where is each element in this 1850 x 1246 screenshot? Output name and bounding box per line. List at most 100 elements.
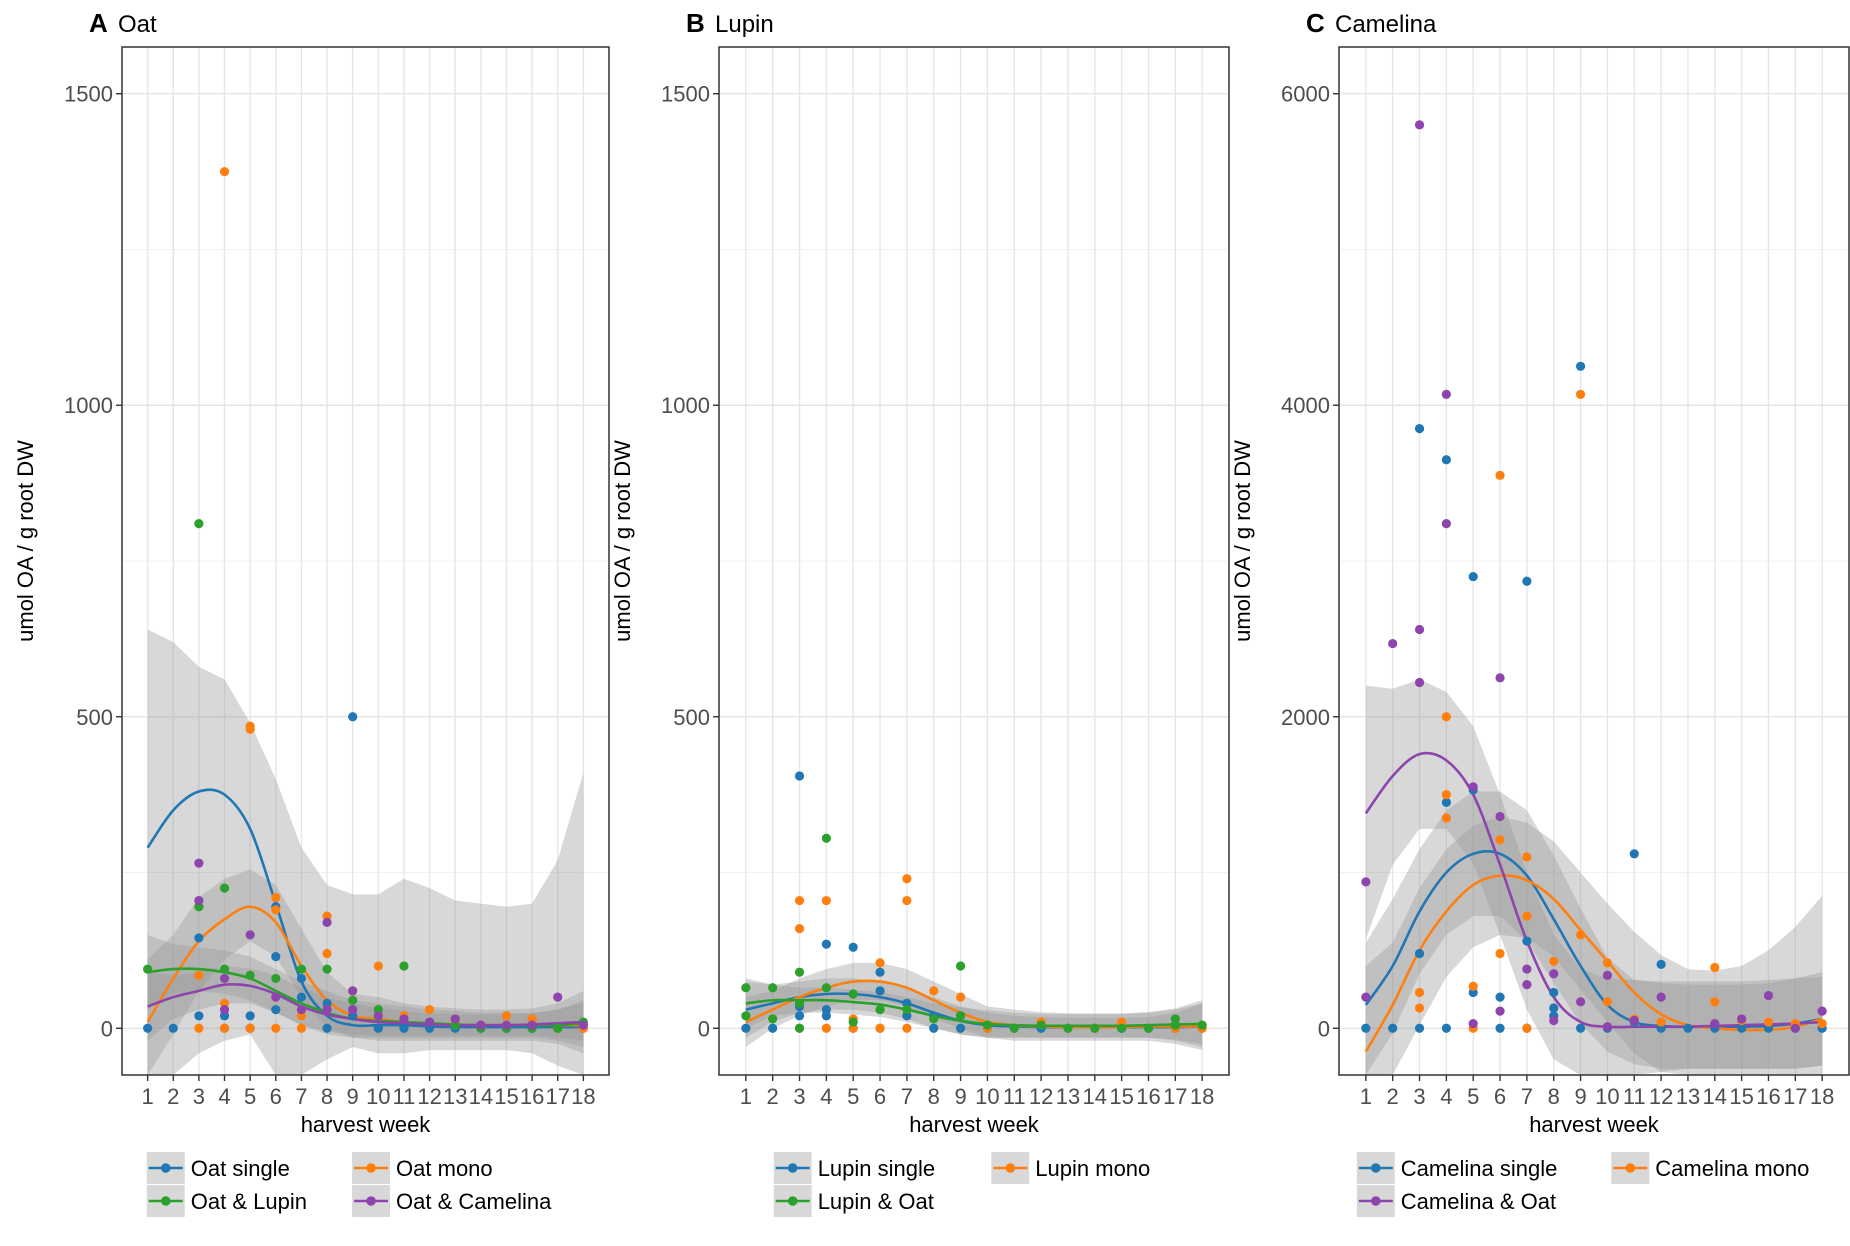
x-tick-label: 8 bbox=[1548, 1084, 1560, 1109]
y-axis-label: umol OA / g root DW bbox=[1230, 440, 1255, 642]
y-tick-label: 1000 bbox=[64, 393, 113, 418]
data-point-camelina-mono bbox=[1602, 997, 1613, 1007]
data-point-lupin-oat bbox=[794, 998, 805, 1008]
data-point-camelina-oat bbox=[1549, 1015, 1559, 1026]
panel-letter: B bbox=[686, 8, 705, 38]
x-tick-label: 16 bbox=[1756, 1084, 1780, 1109]
x-tick-label: 16 bbox=[1136, 1084, 1160, 1109]
data-point-camelina-single bbox=[1468, 571, 1478, 582]
panel-title: Lupin bbox=[715, 11, 774, 38]
data-point-oat-camelina bbox=[322, 917, 332, 927]
x-tick-label: 18 bbox=[1810, 1084, 1834, 1109]
data-point-camelina-oat bbox=[1575, 997, 1586, 1007]
x-tick-label: 12 bbox=[1649, 1084, 1673, 1109]
data-point-oat-lupin bbox=[553, 1023, 563, 1033]
data-point-lupin-single bbox=[875, 986, 885, 996]
data-point-lupin-single bbox=[848, 942, 858, 952]
data-point-lupin-oat bbox=[794, 1023, 805, 1033]
x-axis-label: harvest week bbox=[1529, 1112, 1660, 1137]
data-point-oat-mono bbox=[245, 1023, 255, 1033]
data-point-camelina-oat bbox=[1388, 638, 1398, 649]
x-tick-label: 6 bbox=[874, 1084, 886, 1109]
y-axis-label: umol OA / g root DW bbox=[610, 440, 635, 642]
data-point-camelina-oat bbox=[1763, 990, 1774, 1001]
data-point-lupin-mono bbox=[902, 895, 912, 906]
data-point-oat-mono bbox=[501, 1011, 512, 1021]
data-point-camelina-single bbox=[1441, 455, 1451, 465]
x-tick-label: 14 bbox=[1703, 1084, 1727, 1109]
legend-label: Lupin & Oat bbox=[818, 1189, 934, 1214]
data-point-lupin-mono bbox=[929, 986, 939, 996]
data-point-oat-single bbox=[143, 1023, 153, 1033]
data-point-camelina-mono bbox=[1414, 987, 1425, 998]
legend-label: Camelina & Oat bbox=[1401, 1189, 1556, 1214]
data-point-camelina-single bbox=[1549, 1003, 1559, 1013]
data-point-camelina-oat bbox=[1710, 1019, 1720, 1029]
data-point-lupin-mono bbox=[875, 958, 885, 968]
panel-title: Camelina bbox=[1335, 11, 1437, 38]
data-point-lupin-oat bbox=[955, 961, 966, 971]
y-tick-label: 0 bbox=[698, 1016, 710, 1041]
data-point-oat-mono bbox=[271, 905, 281, 915]
data-point-lupin-oat bbox=[1143, 1023, 1154, 1033]
data-point-lupin-single bbox=[821, 1011, 831, 1021]
x-tick-label: 9 bbox=[954, 1084, 966, 1109]
data-point-oat-camelina bbox=[553, 992, 563, 1002]
legend-key-point bbox=[1371, 1196, 1381, 1206]
data-point-lupin-oat bbox=[741, 983, 751, 993]
x-tick-label: 1 bbox=[142, 1084, 154, 1109]
data-point-oat-mono bbox=[219, 167, 230, 177]
data-point-oat-single bbox=[348, 712, 358, 722]
data-point-oat-single bbox=[296, 992, 307, 1002]
x-tick-label: 10 bbox=[1595, 1084, 1619, 1109]
data-point-lupin-oat bbox=[1009, 1023, 1019, 1033]
legend-key-point bbox=[787, 1196, 798, 1206]
data-point-oat-mono bbox=[219, 1023, 230, 1033]
x-tick-label: 5 bbox=[244, 1084, 256, 1109]
data-point-camelina-oat bbox=[1495, 1006, 1505, 1016]
x-tick-label: 11 bbox=[1003, 1084, 1026, 1109]
data-point-lupin-single bbox=[741, 1023, 751, 1033]
x-tick-label: 6 bbox=[1494, 1084, 1506, 1109]
data-point-camelina-single bbox=[1441, 797, 1451, 808]
data-point-oat-camelina bbox=[271, 992, 281, 1002]
data-point-camelina-oat bbox=[1361, 877, 1371, 887]
x-tick-label: 17 bbox=[545, 1084, 569, 1109]
data-point-lupin-single bbox=[929, 1023, 939, 1033]
data-point-oat-single bbox=[271, 1004, 281, 1015]
data-point-lupin-mono bbox=[902, 1023, 912, 1033]
data-point-camelina-oat bbox=[1549, 969, 1559, 979]
data-point-camelina-mono bbox=[1441, 813, 1451, 823]
data-point-lupin-oat bbox=[1063, 1023, 1073, 1033]
y-tick-label: 2000 bbox=[1281, 705, 1330, 730]
x-tick-label: 1 bbox=[740, 1084, 752, 1109]
x-tick-label: 5 bbox=[847, 1084, 859, 1109]
data-point-camelina-oat bbox=[1495, 811, 1505, 822]
x-tick-label: 13 bbox=[1056, 1084, 1080, 1109]
data-point-oat-camelina bbox=[194, 895, 204, 906]
data-point-lupin-single bbox=[821, 939, 831, 949]
x-tick-label: 9 bbox=[1574, 1084, 1586, 1109]
x-tick-label: 10 bbox=[366, 1084, 390, 1109]
data-point-lupin-oat bbox=[821, 833, 831, 843]
data-point-oat-single bbox=[296, 973, 307, 984]
data-point-lupin-single bbox=[955, 1023, 966, 1033]
data-point-camelina-mono bbox=[1817, 1019, 1827, 1029]
data-point-lupin-mono bbox=[821, 895, 831, 906]
data-point-oat-camelina bbox=[194, 858, 204, 868]
data-point-camelina-oat bbox=[1441, 389, 1451, 399]
data-point-oat-single bbox=[194, 1011, 204, 1021]
plot-frame bbox=[121, 46, 610, 1076]
x-tick-label: 8 bbox=[321, 1084, 333, 1109]
x-tick-label: 2 bbox=[167, 1084, 179, 1109]
x-tick-label: 17 bbox=[1783, 1084, 1807, 1109]
data-point-camelina-oat bbox=[1817, 1006, 1827, 1016]
data-point-camelina-mono bbox=[1710, 997, 1720, 1007]
y-tick-label: 1000 bbox=[661, 393, 710, 418]
y-tick-label: 500 bbox=[76, 705, 113, 730]
data-point-camelina-single bbox=[1629, 849, 1639, 859]
data-point-lupin-oat bbox=[1117, 1023, 1127, 1033]
data-point-oat-single bbox=[194, 933, 204, 943]
data-point-camelina-oat bbox=[1414, 624, 1425, 635]
